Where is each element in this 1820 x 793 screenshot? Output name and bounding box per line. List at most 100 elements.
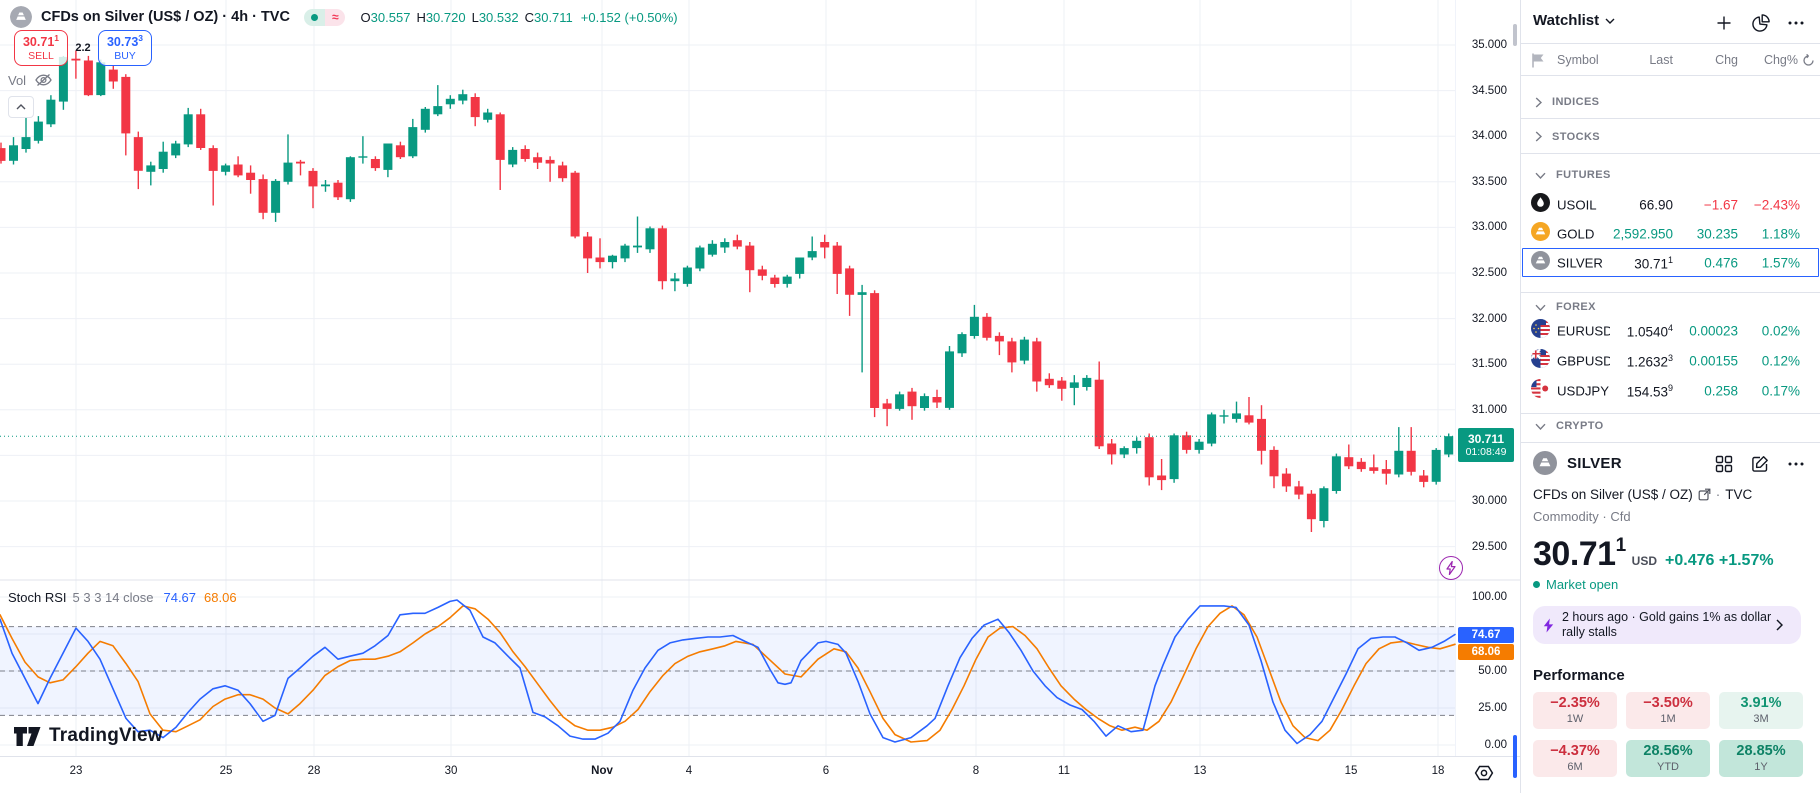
watchlist-row-usoil[interactable]: USOIL 66.90 −1.67 −2.43%: [1521, 190, 1820, 219]
compose-icon: [1752, 456, 1768, 472]
candle-body-down: [296, 161, 305, 164]
watchlist-row-gold[interactable]: GOLD 2,592.950 30.235 1.18%: [1521, 219, 1820, 248]
time-tick[interactable]: 30: [444, 765, 458, 777]
performance-value: −3.50%: [1643, 695, 1693, 712]
market-status: Market open: [1533, 577, 1618, 592]
price-axis[interactable]: 30.711 01:08:49 74.67 68.06 35.000 34.500…: [1456, 0, 1520, 756]
symbol-chg: 0.00023: [1689, 323, 1738, 338]
candle-body-up: [720, 242, 730, 248]
candle-body-down: [1182, 435, 1192, 450]
usdjpy-icon: [1531, 378, 1550, 403]
heatmap-button[interactable]: [1746, 10, 1774, 36]
time-tick[interactable]: 8: [972, 765, 980, 777]
collapse-pane-button[interactable]: [8, 96, 34, 118]
chevron-down-icon: [1535, 304, 1546, 311]
candle-body-down: [1294, 486, 1304, 495]
watchlist-columns: Symbol Last Chg Chg%: [1521, 44, 1820, 76]
symbol-name: GOLD: [1557, 226, 1595, 241]
watchlist-more-button[interactable]: [1782, 10, 1810, 36]
column-last[interactable]: Last: [1649, 53, 1673, 67]
notes-button[interactable]: [1746, 451, 1774, 477]
external-link-icon[interactable]: [1698, 488, 1711, 501]
candle-body-up: [1132, 440, 1142, 449]
layout-grid-button[interactable]: [1710, 451, 1738, 477]
sell-price: 30.711: [22, 33, 59, 50]
time-tick[interactable]: 4: [685, 765, 693, 777]
watchlist-section-forex[interactable]: FOREX: [1521, 294, 1820, 320]
candle-body-up: [508, 149, 518, 165]
column-chgp[interactable]: Chg%: [1763, 53, 1798, 67]
add-symbol-button[interactable]: [1710, 10, 1738, 36]
watchlist-row-silver[interactable]: SILVER 30.711 0.476 1.57%: [1521, 248, 1820, 277]
performance-label: 1Y: [1754, 761, 1768, 774]
time-tick[interactable]: 25: [219, 765, 233, 777]
current-price-value: 30.711: [1467, 431, 1505, 446]
candle-body-down: [333, 182, 343, 198]
candle-body-down: [1094, 379, 1104, 447]
panel-scrollbar-thumb-top[interactable]: [1513, 24, 1517, 46]
eye-off-icon[interactable]: [34, 72, 53, 88]
panel-scrollbar-thumb-bottom[interactable]: [1513, 735, 1517, 778]
candle-body-down: [1381, 469, 1391, 474]
buy-button[interactable]: 30.733 BUY: [98, 30, 152, 66]
symbol-chg: 30.235: [1696, 226, 1738, 241]
price-tick: 31.500: [1471, 358, 1507, 371]
stoch-rsi-legend[interactable]: Stoch RSI 5 3 3 14 close 74.67 68.06: [8, 590, 237, 605]
time-tick[interactable]: 11: [1058, 765, 1070, 777]
section-label: FUTURES: [1556, 169, 1611, 181]
time-axis[interactable]: 23 25 28 30 Nov 4 6 8 11 13 15 18: [0, 756, 1520, 793]
candle-body-up: [807, 251, 817, 258]
gold-icon: [1531, 221, 1550, 246]
silver-icon: [1533, 451, 1557, 475]
flash-news-button[interactable]: [1439, 556, 1463, 580]
news-text: 2 hours ago · Gold gains 1% as dollar ra…: [1562, 610, 1772, 639]
watchlist-row-gbpusd[interactable]: GBPUSD 1.26323 0.00155 0.12%: [1521, 346, 1820, 375]
column-chg[interactable]: Chg: [1715, 53, 1738, 67]
chevron-right-icon: [1776, 619, 1783, 631]
watchlist-section-stocks[interactable]: STOCKS: [1521, 124, 1820, 150]
watchlist-section-futures[interactable]: FUTURES: [1521, 162, 1820, 188]
chart-title[interactable]: CFDs on Silver (US$ / OZ) · 4h · TVC: [41, 9, 290, 25]
time-tick[interactable]: 15: [1344, 765, 1358, 777]
silver-icon: [1531, 250, 1550, 275]
watchlist-row-usdjpy[interactable]: USDJPY 154.539 0.258 0.17%: [1521, 376, 1820, 405]
time-tick[interactable]: 23: [69, 765, 83, 777]
symbol-avatar-icon: [10, 6, 32, 28]
watchlist-title-menu[interactable]: Watchlist: [1533, 12, 1615, 29]
candle-body-up: [1169, 435, 1179, 480]
time-tick[interactable]: Nov: [591, 765, 613, 777]
time-settings-icon[interactable]: [1474, 763, 1494, 783]
tradingview-logo[interactable]: TradingView: [14, 725, 163, 747]
chart-area[interactable]: CFDs on Silver (US$ / OZ) · 4h · TVC ≈ O…: [0, 0, 1520, 793]
details-more-button[interactable]: [1782, 451, 1810, 477]
price-tick: 34.500: [1471, 84, 1507, 97]
candle-body-down: [1144, 437, 1154, 478]
market-status-icon[interactable]: [303, 8, 325, 26]
stoch-tick: 50.00: [1478, 665, 1507, 677]
performance-value: 3.91%: [1740, 695, 1782, 712]
symbol-chgp: 1.57%: [1761, 255, 1800, 270]
refresh-icon[interactable]: [1802, 54, 1815, 67]
candlestick-chart[interactable]: [0, 0, 1520, 793]
watchlist-section-indices[interactable]: INDICES: [1521, 89, 1820, 115]
ohlc-item: L30.532: [471, 9, 519, 25]
time-tick[interactable]: 6: [822, 765, 830, 777]
ohlc-values: O30.557 H30.720 L30.532 C30.711 +0.152 (+0.5…: [361, 10, 678, 25]
time-tick[interactable]: 18: [1431, 765, 1445, 777]
details-full-name[interactable]: CFDs on Silver (US$ / OZ): [1533, 487, 1693, 502]
delayed-data-icon[interactable]: ≈: [324, 8, 345, 26]
time-tick[interactable]: 13: [1193, 765, 1207, 777]
symbol-chgp: 0.12%: [1761, 353, 1800, 368]
sell-button[interactable]: 30.711 SELL: [14, 30, 68, 66]
watchlist-row-eurusd[interactable]: EURUSD 1.05404 0.00023 0.02%: [1521, 316, 1820, 345]
price-tick: 35.000: [1471, 39, 1507, 51]
candle-body-down: [1044, 378, 1054, 386]
time-tick[interactable]: 28: [307, 765, 321, 777]
news-pill[interactable]: 2 hours ago · Gold gains 1% as dollar ra…: [1533, 606, 1801, 644]
candle-body-down: [133, 137, 143, 171]
column-symbol[interactable]: Symbol: [1557, 53, 1599, 67]
watchlist-section-crypto[interactable]: CRYPTO: [1521, 413, 1820, 439]
symbol-name: SILVER: [1557, 255, 1603, 270]
flag-icon[interactable]: [1531, 53, 1545, 68]
price-tick: 33.500: [1471, 175, 1507, 188]
